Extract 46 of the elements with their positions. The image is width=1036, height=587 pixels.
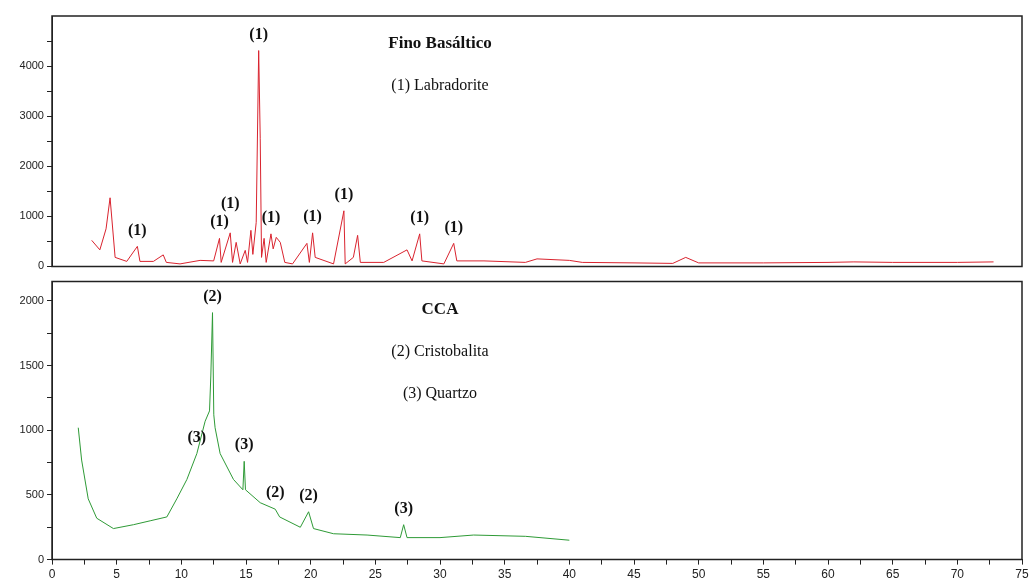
x-tick-label: 45 <box>627 567 641 582</box>
x-tick-label: 50 <box>691 567 706 582</box>
y-tick-label: 1500 <box>19 358 44 371</box>
x-tick-label: 10 <box>174 567 189 582</box>
annotation: (1) <box>334 184 354 203</box>
y-tick-label: 3000 <box>19 109 44 122</box>
annotation: (1) <box>220 194 240 213</box>
annotation: (1) <box>444 217 464 236</box>
annotation: CCA <box>421 298 460 318</box>
annotation: (1) <box>128 220 147 239</box>
y-tick-label: 2000 <box>19 159 44 172</box>
x-tick-label: 15 <box>239 567 253 582</box>
annotation: (1) <box>261 207 281 226</box>
x-tick-label: 35 <box>497 567 512 582</box>
y-tick-label: 0 <box>37 552 44 565</box>
annotation: (2) <box>203 286 222 305</box>
annotation: (1) <box>303 206 322 225</box>
x-tick-label: 75 <box>1015 567 1029 582</box>
annotation: (3) <box>394 498 413 517</box>
annotation: (1) <box>410 207 430 226</box>
x-tick-label: 0 <box>48 567 56 582</box>
annotation: (1) <box>210 212 229 231</box>
x-tick-label: 25 <box>368 567 383 582</box>
annotation: (2) <box>265 483 285 502</box>
annotation: (3) <box>234 435 254 454</box>
annotation: (1) <box>249 24 268 43</box>
annotation: (3) Quartzo <box>402 383 478 402</box>
x-tick-label: 60 <box>821 567 835 582</box>
y-tick-label: 2000 <box>19 294 44 307</box>
y-tick-label: 4000 <box>19 59 44 72</box>
annotation: (2) Cristobalita <box>391 341 489 360</box>
x-tick-label: 70 <box>950 567 965 582</box>
annotation: (1) Labradorite <box>391 76 489 95</box>
annotation: (2) <box>299 485 318 504</box>
y-tick-label: 1000 <box>19 423 44 436</box>
y-tick-label: 500 <box>25 487 44 500</box>
y-tick-label: 0 <box>37 259 44 272</box>
x-tick-label: 65 <box>885 567 900 582</box>
x-tick-label: 55 <box>756 567 771 582</box>
x-tick-label: 30 <box>433 567 447 582</box>
x-tick-label: 5 <box>113 567 121 582</box>
x-tick-label: 20 <box>303 567 318 582</box>
x-tick-label: 40 <box>562 567 577 582</box>
annotation: (3) <box>187 427 207 446</box>
annotation: Fino Basáltico <box>388 33 492 53</box>
y-tick-label: 1000 <box>19 209 44 222</box>
